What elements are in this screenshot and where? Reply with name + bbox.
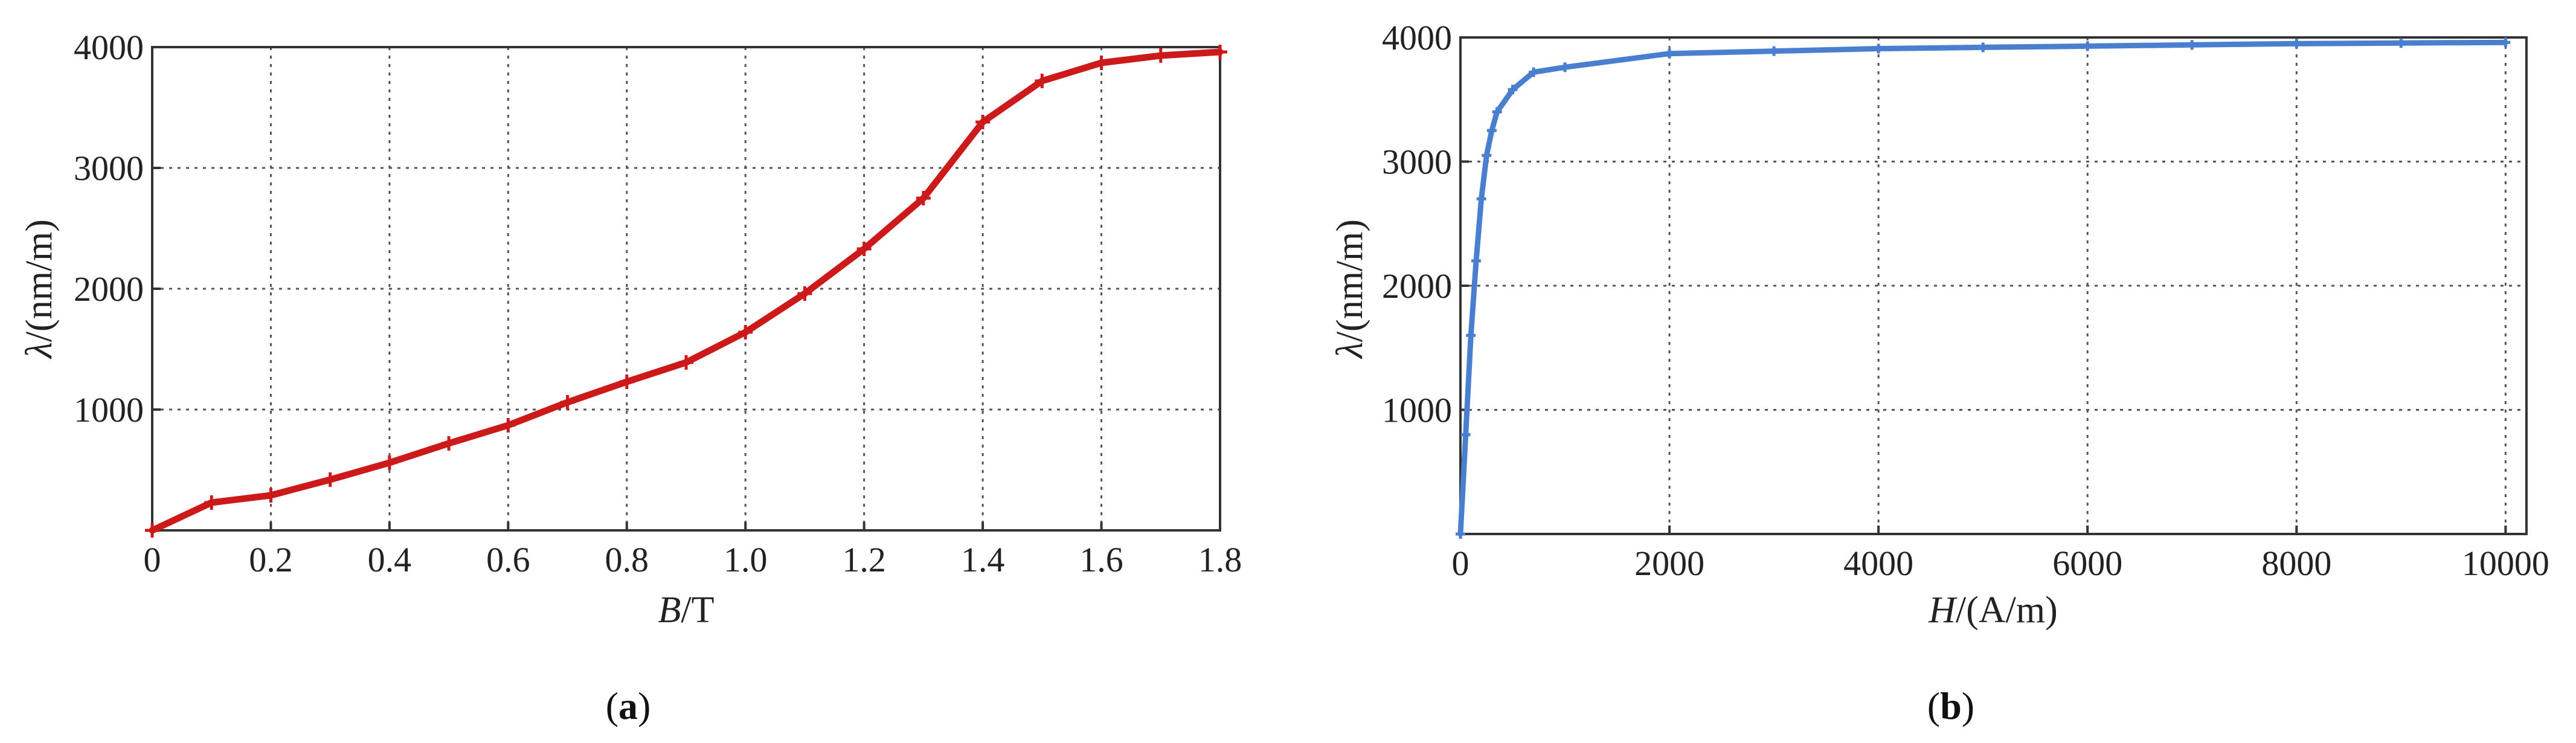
data-point xyxy=(1460,429,1471,440)
x-tick-label: 1.2 xyxy=(842,540,886,579)
ticks-a: 0 0.2 0.4 0.6 0.8 1.0 1.2 1.4 1.6 1.8 1000 2000 3000… xyxy=(74,28,1242,579)
data-point xyxy=(797,286,812,301)
y-tick-label: 2000 xyxy=(74,269,144,309)
data-point xyxy=(1978,42,1988,53)
x-tick-label: 8000 xyxy=(2261,544,2331,583)
data-point xyxy=(1476,194,1486,204)
x-tick-label: 0.6 xyxy=(486,540,530,579)
data-point xyxy=(1153,48,1168,63)
data-point xyxy=(916,191,931,205)
x-tick-label: 10000 xyxy=(2462,544,2549,583)
data-point xyxy=(145,523,159,538)
series-a xyxy=(145,45,1227,538)
data-point xyxy=(1035,74,1050,88)
y-tick-label: 2000 xyxy=(1382,266,1452,306)
data-point xyxy=(2396,38,2406,48)
data-point xyxy=(1560,62,1570,72)
panel-label-a: (a) xyxy=(606,684,651,727)
x-axis-label-a: B/T xyxy=(658,590,715,631)
data-point xyxy=(1094,56,1109,70)
data-point xyxy=(975,115,991,129)
ticks-b: 0 2000 4000 6000 8000 10000 1000 2000 3000 4000 xyxy=(1382,18,2549,583)
y-tick-label: 3000 xyxy=(74,149,144,188)
data-point xyxy=(1456,529,1465,539)
series-line xyxy=(149,48,1224,534)
x-tick-label: 1.0 xyxy=(724,540,768,579)
data-point xyxy=(560,395,575,410)
x-tick-label: 0 xyxy=(144,540,161,579)
data-point xyxy=(1471,256,1481,266)
data-point xyxy=(1213,45,1227,59)
panel-label-b: (b) xyxy=(1927,684,1974,727)
chart-panel-a: 0 0.2 0.4 0.6 0.8 1.0 1.2 1.4 1.6 1.8 1000 2000 3000… xyxy=(19,28,1242,727)
data-point xyxy=(679,355,693,370)
y-tick-label: 1000 xyxy=(1382,391,1452,430)
x-tick-label: 1.8 xyxy=(1198,540,1242,579)
data-point xyxy=(442,436,457,451)
data-point xyxy=(1486,126,1497,136)
data-point xyxy=(1482,150,1492,161)
data-point xyxy=(619,375,634,389)
x-tick-label: 0 xyxy=(1452,544,1469,583)
data-point xyxy=(856,242,872,256)
y-tick-label: 4000 xyxy=(74,28,144,67)
y-axis-label-b: λ/(nm/m) xyxy=(1329,219,1370,359)
grid-a xyxy=(152,47,1220,530)
data-point xyxy=(2501,37,2511,48)
series-b xyxy=(1456,37,2511,539)
x-tick-label: 4000 xyxy=(1843,544,1913,583)
y-axis-label-a: λ/(nm/m) xyxy=(19,219,60,359)
x-tick-label: 0.4 xyxy=(368,540,412,579)
data-point xyxy=(1874,43,1884,54)
data-point xyxy=(1466,330,1476,341)
data-point xyxy=(2083,41,2093,51)
grid-b xyxy=(1460,37,2526,534)
y-tick-label: 1000 xyxy=(74,390,144,429)
data-point xyxy=(501,418,516,433)
data-point xyxy=(1665,48,1675,59)
data-point xyxy=(263,488,278,503)
y-tick-label: 3000 xyxy=(1382,143,1452,182)
data-point xyxy=(2187,40,2197,50)
data-point xyxy=(738,325,753,339)
data-point xyxy=(1508,85,1518,95)
data-point xyxy=(204,495,219,510)
data-point xyxy=(382,455,397,470)
chart-panel-b: 0 2000 4000 6000 8000 10000 1000 2000 3000 4000 H… xyxy=(1329,18,2549,727)
x-tick-label: 6000 xyxy=(2052,544,2122,583)
x-tick-label: 1.6 xyxy=(1079,540,1123,579)
data-point xyxy=(2292,39,2302,49)
x-axis-label-b: H/(A/m) xyxy=(1928,590,2058,631)
data-point xyxy=(1529,67,1539,77)
data-point xyxy=(323,472,338,487)
x-tick-label: 0.2 xyxy=(249,540,293,579)
x-tick-label: 2000 xyxy=(1634,544,1704,583)
x-tick-label: 1.4 xyxy=(961,540,1005,579)
series-line xyxy=(1457,39,2508,537)
data-point xyxy=(1769,46,1779,56)
x-tick-label: 0.8 xyxy=(605,540,649,579)
y-tick-label: 4000 xyxy=(1382,18,1452,57)
data-point xyxy=(1492,107,1502,117)
